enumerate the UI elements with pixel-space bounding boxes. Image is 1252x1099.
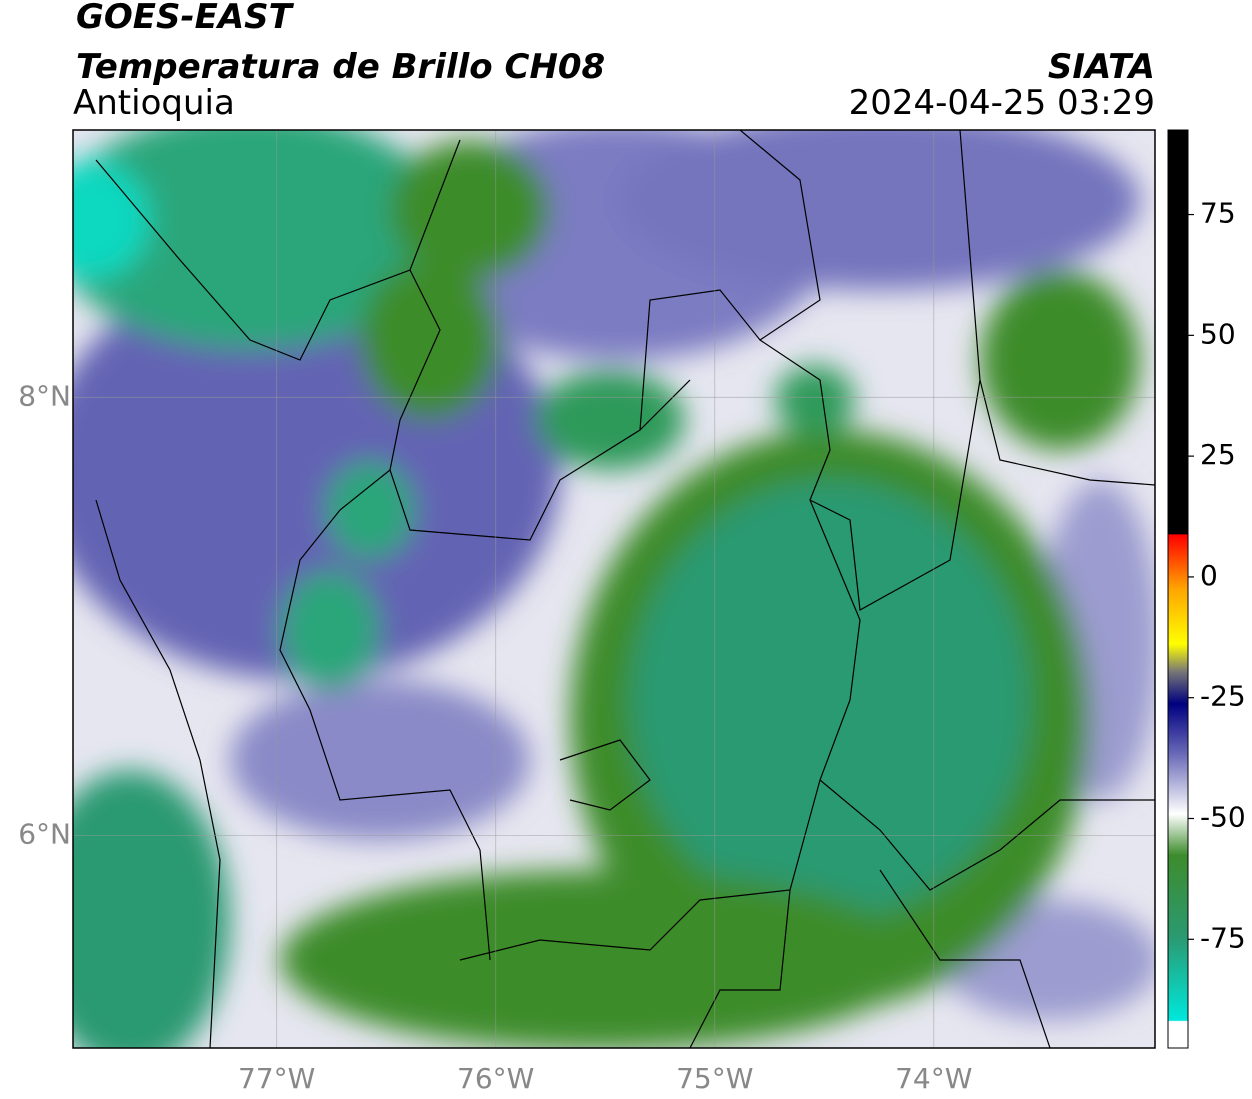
colorbar-tick-label: 50 xyxy=(1200,317,1236,350)
y-tick-label: 8°N xyxy=(18,379,71,412)
colorbar-tick-label: 75 xyxy=(1200,197,1236,230)
x-tick-label: 75°W xyxy=(676,1062,753,1095)
graticule xyxy=(73,130,1155,1048)
imagery xyxy=(73,130,1155,1048)
region: Antioquia xyxy=(73,83,235,123)
colorbar-tick-label: -75 xyxy=(1200,921,1246,954)
datetime: 2024-04-25 03:29 xyxy=(849,83,1155,123)
colorbar-tick-label: -50 xyxy=(1200,801,1246,834)
colorbar-tick-label: 0 xyxy=(1200,559,1218,592)
map-frame xyxy=(72,129,1156,1049)
x-tick-label: 74°W xyxy=(895,1062,972,1095)
x-tick-label: 77°W xyxy=(238,1062,315,1095)
colorbar xyxy=(1167,129,1189,1049)
source: SIATA xyxy=(1048,47,1155,87)
subtitle: Temperatura de Brillo CH08 xyxy=(76,47,605,87)
title: GOES-EAST xyxy=(76,0,295,37)
y-tick-label: 6°N xyxy=(18,817,71,850)
x-tick-label: 76°W xyxy=(457,1062,534,1095)
colorbar-tick-label: 25 xyxy=(1200,438,1236,471)
colorbar-tick-label: -25 xyxy=(1200,680,1246,713)
